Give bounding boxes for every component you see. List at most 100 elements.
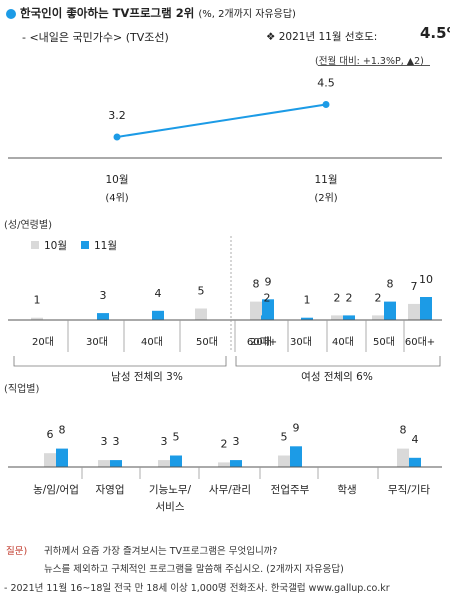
demo-category-4: 50대 xyxy=(196,336,218,348)
demo-label-oct-1: 1 xyxy=(34,294,41,307)
demo-label-oct-9: 2 xyxy=(375,291,382,304)
title-text: 한국인이 좋아하는 TV프로그램 2위 xyxy=(20,6,195,20)
demo-category-8: 40대 xyxy=(332,336,354,348)
job-category-3-line-2: 서비스 xyxy=(156,501,185,513)
source-note: - 2021년 11월 16~18일 전국 만 18세 이상 1,000명 전화… xyxy=(4,583,390,594)
job-label-nov-4: 3 xyxy=(233,435,240,448)
job-category-3-line-1: 기능노무/ xyxy=(149,484,192,496)
preference-value: 4.5% xyxy=(420,24,450,42)
job-category-6-line-1: 학생 xyxy=(337,484,356,496)
demo-bar-oct-9 xyxy=(372,315,384,320)
trend-line xyxy=(116,103,327,138)
job-category-2-line-1: 자영업 xyxy=(96,483,125,496)
job-label-oct-1: 6 xyxy=(47,428,54,441)
demo-category-1: 20대 xyxy=(32,336,54,348)
job-bar-oct-1 xyxy=(44,453,56,467)
demo-label-oct-5: 8 xyxy=(253,278,260,291)
demo-bar-nov-10 xyxy=(420,297,432,320)
change-text: (전월 대비: +1.3%P, ▲2) xyxy=(315,56,424,67)
demo-category-10: 60대+ xyxy=(405,336,435,348)
job-bar-oct-4 xyxy=(218,462,230,467)
group-bracket-male xyxy=(13,356,227,367)
job-bar-nov-2 xyxy=(110,460,122,467)
demo-label-nov-7: 1 xyxy=(304,294,311,307)
job-bar-oct-2 xyxy=(98,460,110,467)
demo-label-nov-6: 2 xyxy=(264,291,271,304)
job-label-nov-1: 8 xyxy=(59,424,66,437)
demo-bar-nov-9 xyxy=(384,301,396,320)
job-bar-oct-3 xyxy=(158,460,170,467)
preference-label: ❖ 2021년 11월 선호도: xyxy=(266,31,378,43)
trend-value-2: 4.5 xyxy=(317,77,335,90)
demo-bar-oct-5 xyxy=(250,301,262,320)
job-bar-nov-5 xyxy=(290,446,302,467)
demo-label-nov-10: 10 xyxy=(419,273,433,286)
demo-category-3: 40대 xyxy=(141,336,163,348)
title-bullet-icon xyxy=(6,9,16,19)
job-bar-oct-5 xyxy=(278,455,290,467)
demo-label-oct-8: 2 xyxy=(334,291,341,304)
trend-month-2: 11월 xyxy=(314,174,337,186)
job-category-1-line-1: 농/임/어업 xyxy=(33,483,79,496)
demo-bar-nov-2 xyxy=(97,313,109,320)
job-label-oct-3: 3 xyxy=(161,435,168,448)
demo-label-nov-8: 2 xyxy=(346,291,353,304)
job-bar-nov-7 xyxy=(409,457,421,467)
demo-bar-oct-4 xyxy=(195,308,207,320)
legend-label-nov: 11월 xyxy=(94,240,117,252)
demo-bar-nov-3 xyxy=(152,310,164,320)
trend-rank-2: (2위) xyxy=(314,191,337,204)
legend-label-oct: 10월 xyxy=(44,240,67,252)
group-label-female: 여성 전체의 6% xyxy=(301,371,373,383)
question-line-1: 귀하께서 요즘 가장 즐겨보시는 TV프로그램은 무엇입니까? xyxy=(44,546,278,557)
demo-category-9: 50대 xyxy=(373,336,395,348)
group-label-male: 남성 전체의 3% xyxy=(111,371,183,383)
demo-bar-nov-5 xyxy=(262,299,274,320)
job-bar-nov-3 xyxy=(170,455,182,467)
legend-swatch-oct xyxy=(31,241,39,249)
title-note: (%, 2개까지 자유응답) xyxy=(198,9,296,20)
question-label: 질문) xyxy=(6,546,28,557)
question-line-2: 뉴스를 제외하고 구체적인 프로그램을 말씀해 주십시오. (2개까지 자유응답… xyxy=(44,564,344,575)
demo-label-oct-4: 5 xyxy=(198,285,205,298)
demo-category-2: 30대 xyxy=(86,336,108,348)
job-category-5-line-1: 전업주부 xyxy=(271,483,310,496)
job-label-nov-5: 9 xyxy=(293,421,300,434)
demo-label-oct-10: 7 xyxy=(411,280,418,293)
demo-bar-nov-6 xyxy=(261,315,273,320)
trend-rank-1: (4위) xyxy=(105,191,128,204)
job-label-nov-7: 4 xyxy=(412,433,419,446)
job-label-nov-3: 5 xyxy=(173,431,180,444)
demo-bar-oct-10 xyxy=(408,303,420,320)
demo-label-nov-5: 9 xyxy=(265,275,272,288)
legend-swatch-nov xyxy=(81,241,89,249)
trend-month-1: 10월 xyxy=(105,174,128,186)
demo-label-nov-3: 4 xyxy=(155,287,162,300)
job-label-oct-2: 3 xyxy=(101,435,108,448)
demo-category-7: 30대 xyxy=(290,336,312,348)
demo-label-nov-9: 8 xyxy=(387,278,394,291)
job-category-4-line-1: 사무/관리 xyxy=(209,484,251,496)
demo-category-5: 60대+ xyxy=(247,336,277,348)
job-bar-nov-1 xyxy=(56,448,68,467)
job-label-oct-5: 5 xyxy=(281,431,288,444)
program-name: - <내일은 국민가수> (TV조선) xyxy=(22,31,169,44)
demo-bar-oct-1 xyxy=(31,317,43,320)
job-label-oct-7: 8 xyxy=(400,424,407,437)
demo-bar-oct-8 xyxy=(331,315,343,320)
trend-value-1: 3.2 xyxy=(108,109,126,122)
change-underline xyxy=(318,65,430,66)
demo-label-nov-2: 3 xyxy=(100,289,107,302)
job-label-oct-4: 2 xyxy=(221,437,228,450)
group-bracket-female xyxy=(235,356,441,367)
chart-title: 한국인이 좋아하는 TV프로그램 2위 (%, 2개까지 자유응답) xyxy=(20,5,296,21)
job-category-7-line-1: 무직/기타 xyxy=(388,484,431,496)
trend-point-1 xyxy=(113,133,121,141)
demo-bar-nov-8 xyxy=(343,315,355,320)
demo-section-label: (성/연령별) xyxy=(4,219,52,231)
demo-bar-nov-7 xyxy=(301,317,313,320)
demo-category-6: 20대 xyxy=(250,336,272,348)
job-label-nov-2: 3 xyxy=(113,435,120,448)
job-bar-oct-7 xyxy=(397,448,409,467)
